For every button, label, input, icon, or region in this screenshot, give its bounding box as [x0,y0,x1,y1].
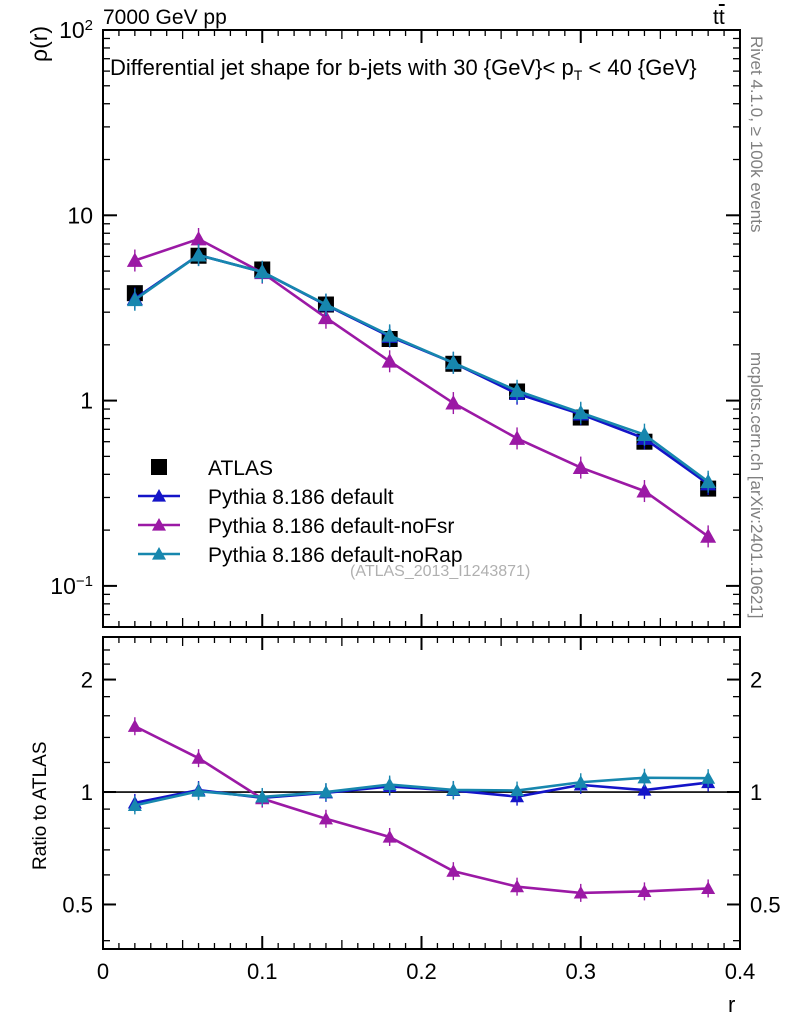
data-marker-triangle [446,782,461,796]
yaxis-tick-label: 10−1 [50,572,93,599]
xaxis-label: r [728,992,736,1017]
series-line [134,253,709,483]
legend-label-3: Pythia 8.186 default-noRap [208,544,463,567]
series-line [134,253,709,485]
data-marker-triangle [152,489,166,502]
yaxis-tick-label: 1 [80,388,93,414]
data-marker-triangle [637,884,652,897]
data-marker-triangle [152,547,166,560]
xaxis-tick-label: 0 [97,959,109,984]
plot-title-main: Differential jet shape for b-jets with 3… [110,55,574,80]
ratio-yaxis-tick-label: 1 [81,780,93,805]
data-marker-triangle [255,789,270,803]
plot-title-subscript: T [573,67,583,83]
ratio-yaxis-tick-label-right: 1 [750,780,762,805]
ratio-series-line [134,725,709,895]
data-marker-triangle [637,783,652,796]
legend-label-0: ATLAS [208,457,273,480]
legend-label-1: Pythia 8.186 default [208,486,394,509]
ratio-series-line [134,776,709,807]
ratio-yaxis-tick-label: 0.5 [62,892,93,917]
data-marker-triangle [127,798,142,811]
xaxis-tick-label: 0.4 [725,959,756,984]
xaxis-tick-label: 0.2 [406,959,437,984]
data-marker-triangle [318,785,333,798]
data-marker-triangle [573,775,588,788]
header-beam-label: 7000 GeV pp [103,6,227,29]
ratio-yaxis-tick-label-right: 2 [750,668,762,693]
ratio-yaxis-tick-label-right: 0.5 [750,892,781,917]
data-marker-triangle [510,783,525,797]
data-marker-triangle [191,784,206,797]
data-marker-triangle [318,811,333,825]
data-marker-triangle [382,829,397,843]
data-marker-triangle [446,864,461,877]
data-marker-square [151,459,167,475]
legend-label-2: Pythia 8.186 default-noFsr [208,515,454,538]
plot-title-tail: < 40 {GeV} [582,55,697,80]
data-marker-triangle [152,518,166,531]
xaxis-tick-label: 0.3 [565,959,596,984]
plot-title: Differential jet shape for b-jets with 3… [110,55,697,83]
series-line [134,237,709,538]
data-marker-triangle [382,777,397,791]
analysis-id-watermark: (ATLAS_2013_I1243871) [350,563,531,580]
yaxis-tick-label: 10 [67,202,93,228]
header-process-label: tt [713,6,725,29]
data-marker-triangle [127,719,142,732]
data-marker-triangle [191,751,206,764]
data-marker-triangle [637,770,652,784]
xaxis-tick-label: 0.1 [247,959,278,984]
ratio-yaxis-tick-label: 2 [81,668,93,693]
yaxis-tick-label: 102 [59,17,93,44]
data-marker-triangle [701,771,716,784]
data-marker-triangle [701,881,716,895]
data-marker-triangle [510,879,525,893]
data-marker-triangle [573,885,588,899]
